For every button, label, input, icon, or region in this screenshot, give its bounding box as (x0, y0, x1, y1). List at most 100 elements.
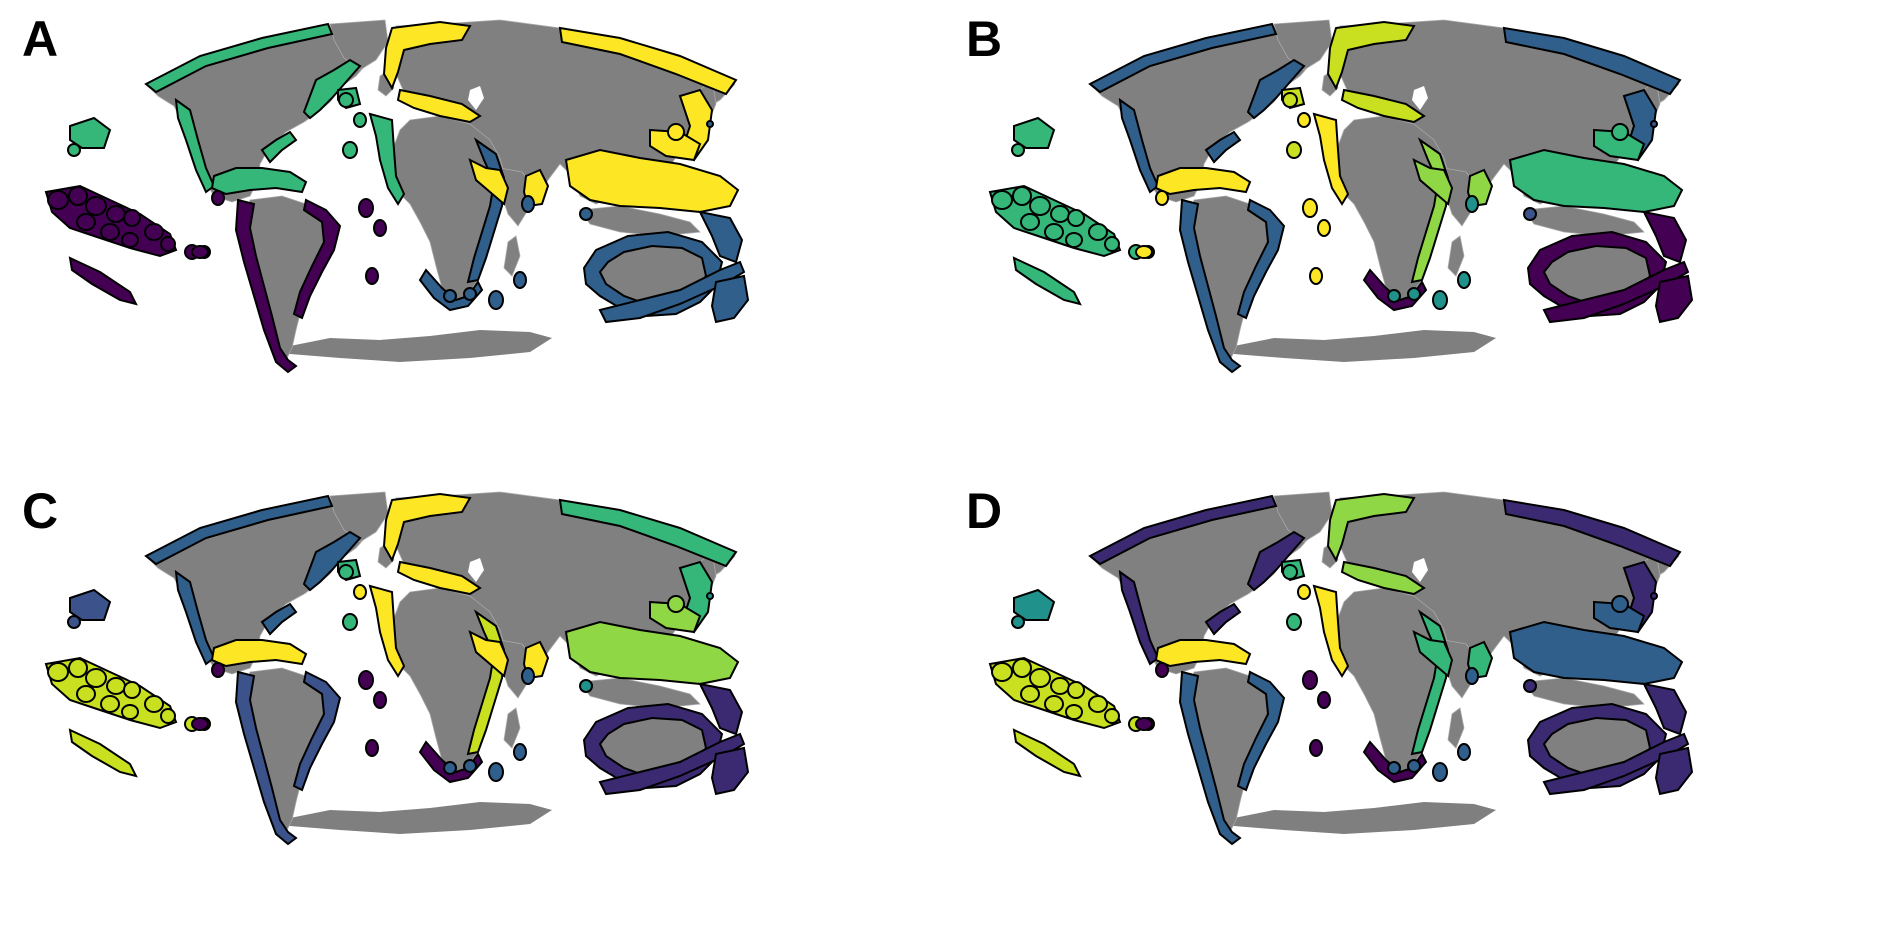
region-pacific-west-island (1050, 205, 1070, 223)
region-mid-atlantic-island (1135, 717, 1153, 731)
region-mid-atlantic-island (191, 717, 209, 731)
region-australasia (698, 682, 744, 736)
region-north-america (144, 22, 334, 94)
region-south-asia (1412, 630, 1454, 678)
region-indian-ocean-island (463, 759, 477, 773)
region-west-africa (1312, 112, 1350, 206)
region-mid-atlantic-island (191, 245, 209, 259)
region-north-america (174, 569, 216, 666)
region-pacific-west-island (1029, 196, 1051, 216)
region-caribbean (210, 639, 308, 668)
region-indian-ocean-island (521, 195, 535, 213)
region-europe (1340, 560, 1426, 596)
region-pacific-west-island (1044, 695, 1064, 713)
region-pacific-west-island (1088, 223, 1108, 241)
panel-label: B (966, 11, 1003, 67)
region-europe (396, 560, 482, 596)
region-atlantic-islands-island (338, 564, 354, 580)
region-mid-atlantic-island (358, 198, 374, 218)
landmass-greenland (1273, 491, 1333, 543)
landmass-greenland (329, 19, 389, 71)
region-south-islands-island (579, 679, 593, 693)
region-indian-ocean-island (521, 667, 535, 685)
region-australasia (1542, 260, 1690, 324)
region-mid-atlantic-island (1155, 190, 1169, 206)
region-pacific-west-island (100, 223, 120, 241)
region-south-islands-island (1523, 679, 1537, 693)
region-indo-pacific (564, 148, 740, 214)
region-mid-atlantic-island (1317, 691, 1331, 709)
map-panel-c: C (0, 472, 944, 944)
region-south-islands-island (1650, 592, 1658, 600)
region-hawaii-island (1011, 615, 1025, 629)
region-pacific-west (1012, 256, 1082, 306)
region-pacific-west-island (1012, 186, 1032, 206)
region-indo-pacific-island (667, 123, 685, 141)
region-pacific-west-island (1104, 708, 1120, 724)
region-mid-atlantic-island (1302, 670, 1318, 690)
region-north-america (1088, 22, 1278, 94)
region-pacific-west (68, 256, 138, 306)
region-europe (382, 20, 472, 91)
region-indian-ocean-island (463, 287, 477, 301)
region-hawaii-island (67, 143, 81, 157)
region-pacific-west-island (123, 681, 141, 699)
landmass-madagascar (503, 707, 521, 749)
region-atlantic-islands-island (342, 141, 358, 159)
antarctica-landmass (280, 802, 552, 834)
region-pacific-west-island (1020, 685, 1040, 703)
region-australasia (1654, 274, 1694, 324)
region-pacific-west-island (1012, 658, 1032, 678)
region-south-america (1178, 670, 1242, 846)
landmass-indonesia (1523, 205, 1645, 237)
region-indo-pacific (1508, 620, 1684, 686)
region-pacific-west (68, 728, 138, 778)
antarctica-landmass (1224, 802, 1496, 834)
region-europe (382, 492, 472, 563)
landmass-indonesia (579, 205, 701, 237)
region-indian-ocean-island (1432, 762, 1448, 782)
region-asia (1502, 26, 1682, 96)
region-atlantic-islands-island (338, 92, 354, 108)
region-hawaii (1013, 588, 1056, 621)
region-west-africa-island (1297, 112, 1311, 128)
region-pacific-west-island (68, 658, 88, 678)
region-south-america (234, 670, 298, 846)
region-australasia (1542, 732, 1690, 796)
region-mid-atlantic-island (365, 739, 379, 757)
map-panel-b: B (944, 0, 1888, 472)
region-indian-ocean-island (488, 290, 504, 310)
region-north-america (174, 97, 216, 194)
region-indian-ocean-island (1407, 759, 1421, 773)
region-mid-atlantic-island (211, 662, 225, 678)
region-north-america (260, 130, 298, 164)
region-asia (558, 26, 738, 96)
region-north-america (1118, 569, 1160, 666)
region-pacific-west-island (1067, 209, 1085, 227)
region-south-america (292, 198, 342, 320)
region-mid-atlantic-island (1317, 219, 1331, 237)
region-pacific-west-island (47, 662, 69, 682)
region-indian-ocean-island (1387, 761, 1401, 775)
region-pacific-west-island (1050, 677, 1070, 695)
region-atlantic-islands-island (1286, 141, 1302, 159)
region-mid-atlantic-island (365, 267, 379, 285)
region-south-america (1236, 670, 1286, 792)
region-south-asia (468, 630, 510, 678)
region-atlantic-islands-island (342, 613, 358, 631)
region-mid-atlantic-island (373, 691, 387, 709)
region-pacific-west-island (1044, 223, 1064, 241)
landmass-madagascar (1447, 707, 1465, 749)
landmass-greenland (1273, 19, 1333, 71)
region-hawaii (1013, 116, 1056, 149)
world-map (988, 491, 1694, 846)
landmass-madagascar (1447, 235, 1465, 277)
antarctica-landmass (280, 330, 552, 362)
region-pacific-west-island (160, 236, 176, 252)
region-south-islands-island (706, 120, 714, 128)
region-north-america (260, 602, 298, 636)
region-mid-atlantic-island (211, 190, 225, 206)
region-pacific-west (1012, 728, 1082, 778)
region-hawaii (69, 116, 112, 149)
world-map (44, 491, 750, 846)
